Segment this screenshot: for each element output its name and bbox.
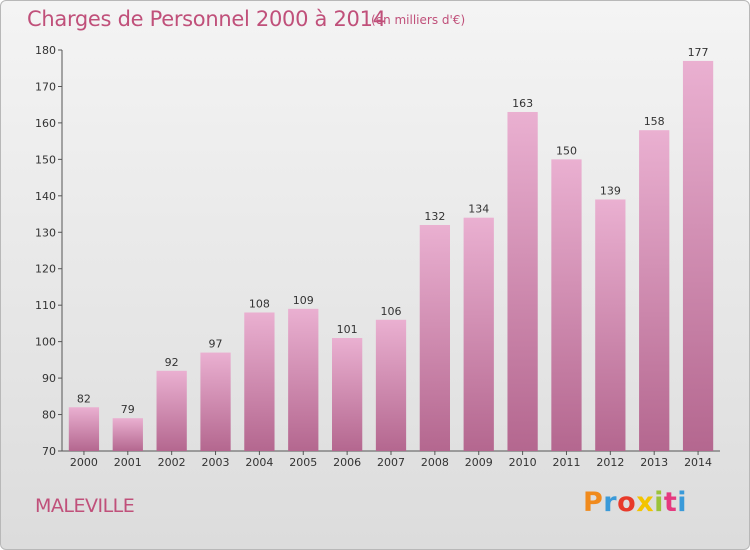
data-label: 177 <box>688 46 709 59</box>
x-tick-label: 2004 <box>245 456 273 469</box>
logo-letter: i <box>654 487 664 518</box>
bar <box>375 319 407 451</box>
bar <box>200 352 231 451</box>
bar <box>244 312 275 451</box>
x-tick-label: 2003 <box>202 456 230 469</box>
bar <box>595 199 626 451</box>
y-tick-label: 130 <box>35 226 56 239</box>
y-tick-label: 140 <box>35 190 56 203</box>
bar <box>463 217 494 451</box>
y-tick-label: 80 <box>42 409 56 422</box>
x-tick-label: 2013 <box>640 456 668 469</box>
data-label: 163 <box>512 97 533 110</box>
bar <box>419 224 451 451</box>
x-tick-label: 2000 <box>70 456 98 469</box>
x-tick-label: 2012 <box>596 456 624 469</box>
data-label: 134 <box>468 203 489 216</box>
logo-letter: r <box>603 487 618 518</box>
commune-name: MALEVILLE <box>35 495 135 517</box>
bar <box>551 159 582 451</box>
data-label: 79 <box>121 403 135 416</box>
x-tick-label: 2011 <box>552 456 580 469</box>
x-tick-label: 2001 <box>114 456 142 469</box>
proxiti-logo: Proxiti <box>583 487 687 518</box>
x-tick-label: 2010 <box>509 456 537 469</box>
x-tick-label: 2007 <box>377 456 405 469</box>
chart-subtitle: (en milliers d'€) <box>371 13 466 27</box>
data-label: 82 <box>77 392 91 405</box>
bar <box>507 111 538 452</box>
y-tick-label: 70 <box>42 445 56 458</box>
data-label: 108 <box>249 297 270 310</box>
bar <box>682 60 714 451</box>
y-tick-label: 120 <box>35 263 56 276</box>
bar <box>639 130 670 451</box>
logo-letter: x <box>636 487 655 518</box>
x-tick-label: 2014 <box>684 456 712 469</box>
bar <box>331 337 363 451</box>
x-tick-label: 2009 <box>465 456 493 469</box>
data-label: 106 <box>381 305 402 318</box>
data-label: 139 <box>600 184 621 197</box>
data-label: 132 <box>424 210 445 223</box>
x-tick-label: 2005 <box>289 456 317 469</box>
logo-letter: o <box>617 487 637 518</box>
data-label: 101 <box>337 323 358 336</box>
data-label: 150 <box>556 144 577 157</box>
data-label: 92 <box>165 356 179 369</box>
x-tick-label: 2006 <box>333 456 361 469</box>
y-tick-label: 170 <box>35 80 56 93</box>
bar <box>156 370 187 451</box>
x-tick-label: 2008 <box>421 456 449 469</box>
bar <box>112 418 143 451</box>
y-tick-label: 110 <box>35 299 56 312</box>
y-tick-label: 160 <box>35 117 56 130</box>
logo-letter: P <box>583 487 604 518</box>
y-tick-label: 180 <box>35 44 56 57</box>
logo-letter: i <box>677 487 688 518</box>
data-label: 158 <box>644 115 665 128</box>
bar <box>288 308 319 451</box>
bar <box>68 407 100 451</box>
data-label: 109 <box>293 294 314 307</box>
x-tick-label: 2002 <box>158 456 186 469</box>
data-label: 97 <box>209 338 223 351</box>
chart-title: Charges de Personnel 2000 à 2014 <box>27 7 386 31</box>
y-tick-label: 100 <box>35 336 56 349</box>
y-tick-label: 90 <box>42 372 56 385</box>
y-tick-label: 150 <box>35 153 56 166</box>
logo-letter: t <box>663 487 678 518</box>
